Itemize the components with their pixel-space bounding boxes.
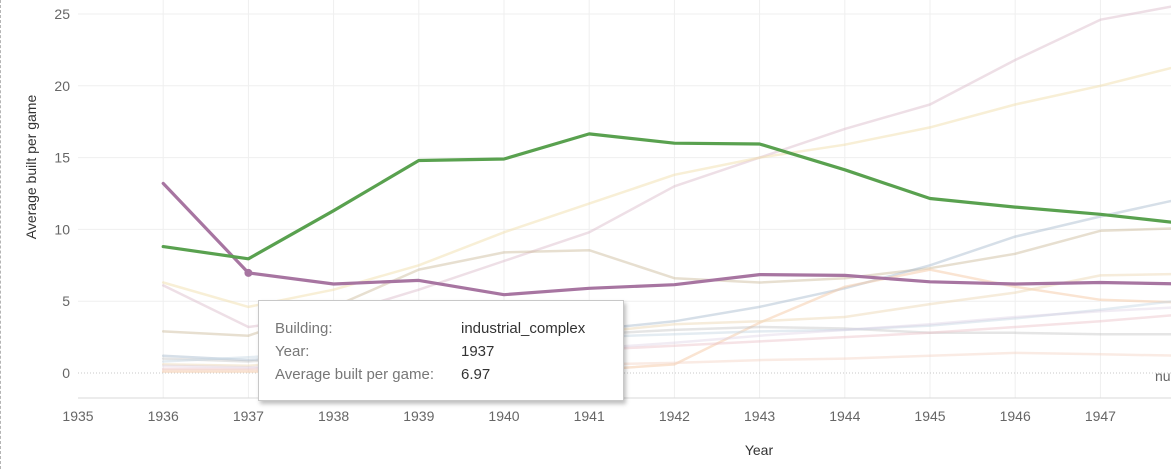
left-edge-divider <box>0 0 1 469</box>
tooltip-value: industrial_complex <box>461 320 586 337</box>
series-line-industrial-complex[interactable] <box>161 181 1171 297</box>
series-line-pink-a <box>161 5 1171 329</box>
truncated-annotation: nu <box>1155 368 1171 384</box>
x-tick-label: 1942 <box>659 408 690 424</box>
x-tick-label: 1943 <box>744 408 775 424</box>
hover-marker[interactable] <box>244 268 253 277</box>
x-tick-label: 1936 <box>148 408 179 424</box>
x-tick-label: 1946 <box>1000 408 1031 424</box>
x-tick-label: 1947 <box>1085 408 1116 424</box>
tooltip-label: Average built per game: <box>275 366 434 383</box>
y-tick-label: 20 <box>54 78 70 94</box>
x-tick-label: 1945 <box>914 408 945 424</box>
y-tick-label: 5 <box>62 293 70 309</box>
y-tick-label: 25 <box>54 6 70 22</box>
x-tick-label: 1939 <box>403 408 434 424</box>
tooltip-value: 1937 <box>461 343 495 360</box>
chart-axes: 1935 1936 1937 1938 1939 1940 1941 1942 1943 1944… <box>54 6 1171 424</box>
y-tick-label: 0 <box>62 365 70 381</box>
tooltip-value: 6.97 <box>461 366 491 383</box>
series-line-green[interactable] <box>161 132 1171 261</box>
x-tick-label: 1937 <box>233 408 264 424</box>
y-tick-label: 10 <box>54 221 70 237</box>
tooltip-label: Building: <box>275 320 333 337</box>
series-line-cream-a <box>161 66 1171 309</box>
tooltip-label: Year: <box>275 343 310 360</box>
y-tick-label: 15 <box>54 150 70 166</box>
chart-grid <box>78 0 1171 398</box>
x-tick-label: 1944 <box>829 408 860 424</box>
x-axis-title: Year <box>745 442 774 458</box>
x-tick-label: 1940 <box>488 408 519 424</box>
tooltip: Building: industrial_complex Year: 1937 … <box>258 300 624 401</box>
x-tick-label: 1935 <box>62 408 93 424</box>
x-tick-label: 1941 <box>574 408 605 424</box>
y-axis-title: Average built per game <box>23 95 39 240</box>
x-tick-label: 1938 <box>318 408 349 424</box>
